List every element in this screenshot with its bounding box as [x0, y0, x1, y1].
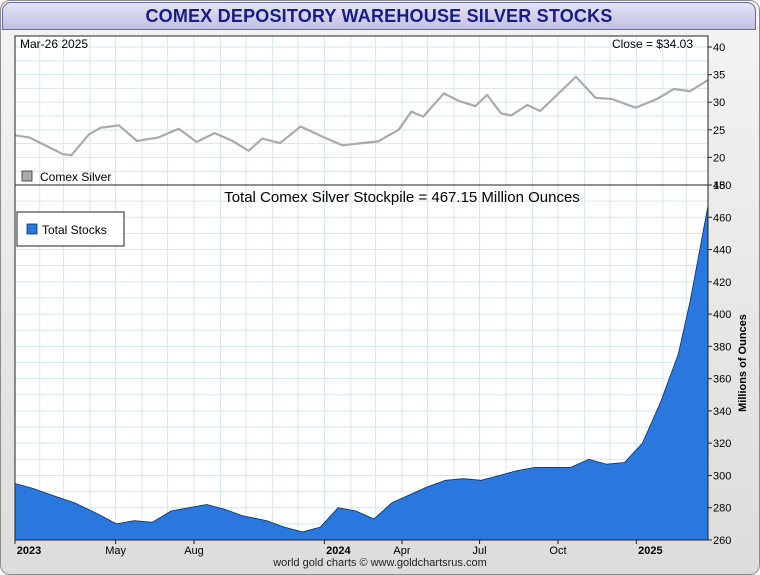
stocks-y-tick-label: 260 — [713, 535, 731, 547]
stocks-y-tick-label: 480 — [713, 180, 731, 192]
stocks-y-tick-label: 460 — [713, 212, 731, 224]
stocks-legend-label: Total Stocks — [42, 223, 107, 237]
title-bar: COMEX DEPOSITORY WAREHOUSE SILVER STOCKS — [2, 2, 756, 30]
x-tick-label: 2024 — [326, 545, 351, 557]
date-label: Mar-26 2025 — [20, 37, 88, 51]
silver-y-tick-label: 35 — [713, 70, 725, 82]
stocks-y-tick-label: 400 — [713, 309, 731, 321]
stocks-y-tick-label: 280 — [713, 503, 731, 515]
silver-y-tick-label: 20 — [713, 152, 725, 164]
stocks-y-tick-label: 320 — [713, 438, 731, 450]
stocks-y-tick-label: 380 — [713, 341, 731, 353]
stocks-y-axis-label: Millions of Ounces — [737, 314, 749, 412]
silver-legend-label: Comex Silver — [40, 170, 111, 184]
axis-ticks: 1520253035402602803003203403603804004204… — [14, 42, 731, 557]
stocks-y-tick-label: 360 — [713, 374, 731, 386]
stocks-y-tick-label: 300 — [713, 470, 731, 482]
stocks-legend-swatch — [26, 223, 38, 235]
stocks-y-tick-label: 420 — [713, 277, 731, 289]
x-tick-label: Aug — [184, 545, 204, 557]
x-tick-label: May — [105, 545, 126, 557]
silver-y-tick-label: 25 — [713, 125, 725, 137]
chart-title: COMEX DEPOSITORY WAREHOUSE SILVER STOCKS — [145, 6, 613, 26]
stocks-y-tick-label: 440 — [713, 245, 731, 257]
silver-price-line — [14, 75, 709, 157]
footer-credit: world gold charts © www.goldchartsrus.co… — [273, 557, 487, 569]
x-tick-label: Jul — [473, 545, 487, 557]
silver-y-tick-label: 40 — [713, 42, 725, 54]
x-tick-label: 2023 — [17, 545, 41, 557]
x-tick-label: Apr — [393, 545, 410, 557]
stocks-panel-frame — [14, 184, 709, 541]
silver-legend-swatch — [21, 170, 33, 182]
x-tick-label: Oct — [549, 545, 566, 557]
stocks-y-tick-label: 340 — [713, 406, 731, 418]
x-tick-label: 2025 — [638, 545, 662, 557]
silver-panel-background — [15, 36, 708, 185]
silver-y-tick-label: 30 — [713, 97, 725, 109]
stocks-title: Total Comex Silver Stockpile = 467.15 Mi… — [224, 189, 580, 206]
silver-y-tick-label: 15 — [713, 180, 725, 192]
close-label: Close = $34.03 — [612, 37, 693, 51]
total-stocks-area — [14, 205, 709, 541]
